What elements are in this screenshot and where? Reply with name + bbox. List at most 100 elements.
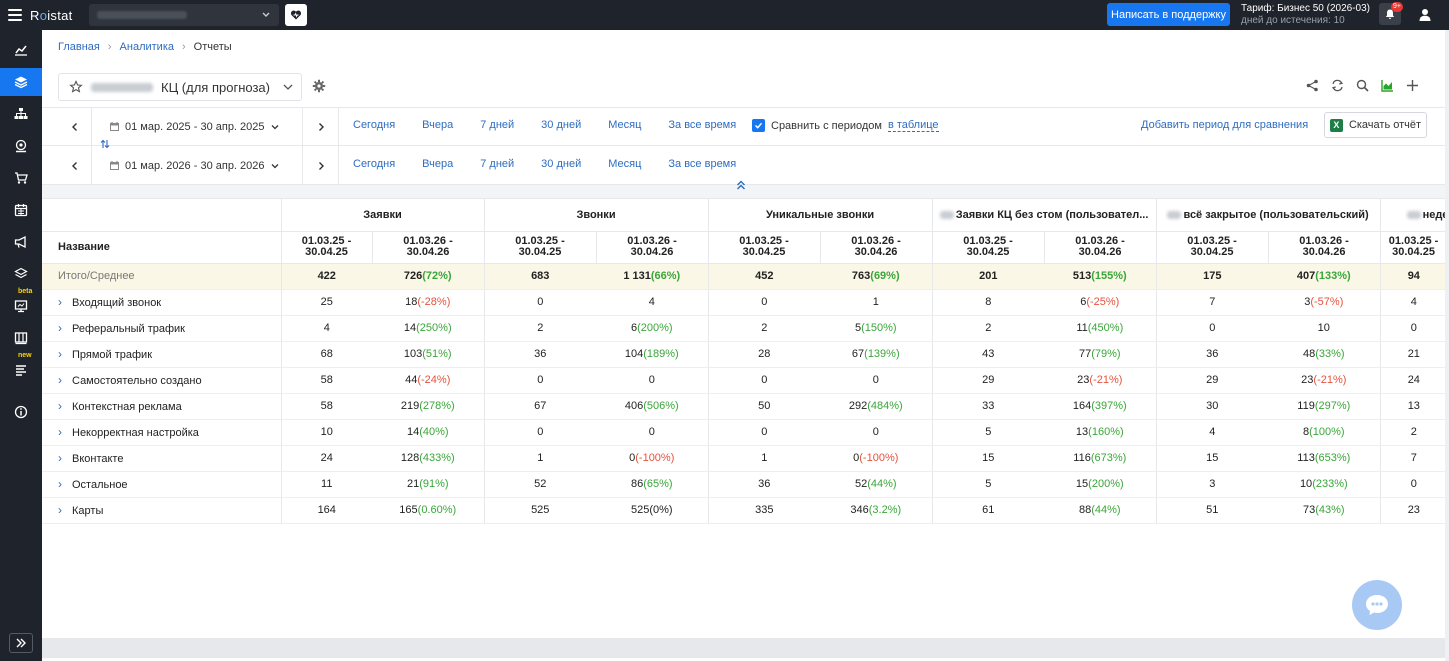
quick-range-month[interactable]: Месяц — [608, 119, 642, 131]
period-1-next-button[interactable] — [304, 107, 339, 146]
row-name-cell[interactable]: › Реферальный трафик — [42, 315, 282, 342]
table-row[interactable]: › Вконтакте 24 128(433%) 1 0(-100%) 1 0(-100%) 1… — [42, 445, 1445, 472]
swap-periods-icon[interactable] — [100, 139, 110, 149]
sidebar-item-beta-feature[interactable]: beta — [0, 288, 42, 320]
quick-range-all-time[interactable]: За все время — [668, 158, 737, 170]
tariff-info[interactable]: Тариф: Бизнес 50 (2026-03) дней до истеч… — [1241, 3, 1370, 27]
row-name-cell[interactable]: › Карты — [42, 497, 282, 524]
name-column-header[interactable]: Название — [42, 231, 282, 264]
period-column-header[interactable]: 01.03.25 - 30.04.25 — [1156, 231, 1269, 264]
download-report-button[interactable]: X Скачать отчёт — [1324, 112, 1427, 138]
row-name-cell[interactable]: › Входящий звонок — [42, 289, 282, 316]
report-settings-button[interactable] — [312, 79, 326, 96]
period-2-prev-button[interactable] — [58, 146, 92, 185]
expand-chevron-icon[interactable]: › — [58, 347, 62, 361]
chat-widget-button[interactable] — [1352, 580, 1402, 630]
collapse-filters-button[interactable] — [730, 176, 752, 194]
row-name-cell[interactable]: › Самостоятельно создано — [42, 367, 282, 394]
expand-chevron-icon[interactable]: › — [58, 321, 62, 335]
breadcrumb-analytics[interactable]: Аналитика — [119, 41, 174, 53]
compare-mode-link[interactable]: в таблице — [887, 119, 939, 132]
sidebar-item-calls[interactable] — [0, 132, 42, 160]
compare-period-toggle[interactable]: Сравнить с периодом в таблице — [752, 119, 939, 132]
report-selector[interactable]: КЦ (для прогноза) — [58, 73, 302, 101]
quick-range-7-days[interactable]: 7 дней — [480, 119, 515, 131]
table-row[interactable]: › Контекстная реклама 58 219(278%) 67 406(506… — [42, 393, 1445, 420]
period-1-date-picker[interactable]: 01 мар. 2025 - 30 апр. 2025 — [93, 107, 303, 146]
table-row[interactable]: › Некорректная настройка 10 14(40%) 0 0 0 0 5 13(… — [42, 419, 1445, 446]
menu-icon[interactable] — [8, 9, 22, 21]
table-row[interactable]: › Реферальный трафик 4 14(250%) 2 6(200%) 2 5(1… — [42, 315, 1445, 342]
star-icon[interactable] — [69, 80, 83, 94]
period-column-header[interactable]: 01.03.26 - 30.04.26 — [596, 231, 709, 264]
expand-chevron-icon[interactable]: › — [58, 477, 62, 491]
sidebar-item-dashboard[interactable] — [0, 36, 42, 64]
user-menu-button[interactable] — [1410, 3, 1440, 27]
expand-chevron-icon[interactable]: › — [58, 503, 62, 517]
table-row[interactable]: › Самостоятельно создано 58 44(-24%) 0 0 0 0 29 2… — [42, 367, 1445, 394]
table-row[interactable]: › Остальное 11 21(91%) 52 86(65%) 36 52(44%) 5 15… — [42, 471, 1445, 498]
period-column-header[interactable]: 01.03.25 - 30.04.25 — [484, 231, 597, 264]
plus-icon[interactable] — [1406, 79, 1419, 92]
sidebar-item-ecommerce[interactable] — [0, 164, 42, 192]
period-column-header[interactable]: 01.03.25 - 30.04.25 — [932, 231, 1045, 264]
period-1-prev-button[interactable] — [58, 107, 92, 146]
quick-range-30-days[interactable]: 30 дней — [541, 119, 582, 131]
expand-chevron-icon[interactable]: › — [58, 451, 62, 465]
period-column-header[interactable]: 01.03.26 - 30.04.26 — [1044, 231, 1157, 264]
quick-range-30-days[interactable]: 30 дней — [541, 158, 582, 170]
period-2-next-button[interactable] — [304, 146, 339, 185]
quick-range-all-time[interactable]: За все время — [668, 119, 737, 131]
quick-range-yesterday[interactable]: Вчера — [422, 119, 454, 131]
sidebar-item-board[interactable] — [0, 324, 42, 352]
breadcrumb-home[interactable]: Главная — [58, 41, 100, 53]
compare-checkbox[interactable] — [752, 119, 765, 132]
table-row[interactable]: › Карты 164 165(0.60%) 525 525(0%) 335 346(3.2%… — [42, 497, 1445, 524]
period-column-header[interactable]: 01.03.25 - 30.04.25 — [281, 231, 373, 264]
metric-header[interactable]: всё закрытое (пользовательский) — [1156, 199, 1381, 232]
project-selector[interactable] — [88, 4, 279, 26]
expand-chevron-icon[interactable]: › — [58, 425, 62, 439]
expand-chevron-icon[interactable]: › — [58, 295, 62, 309]
period-column-header[interactable]: 01.03.25 - 30.04.25 — [708, 231, 821, 264]
sidebar-item-marketing[interactable] — [0, 228, 42, 256]
expand-chevron-icon[interactable]: › — [58, 373, 62, 387]
add-period-link[interactable]: Добавить период для сравнения — [1141, 119, 1309, 131]
quick-range-today[interactable]: Сегодня — [353, 119, 396, 131]
row-name-cell[interactable]: › Прямой трафик — [42, 341, 282, 368]
expand-chevron-icon[interactable]: › — [58, 399, 62, 413]
share-icon[interactable] — [1306, 79, 1319, 92]
row-name-cell[interactable]: › Контекстная реклама — [42, 393, 282, 420]
sidebar-item-info[interactable] — [0, 398, 42, 426]
quick-range-yesterday[interactable]: Вчера — [422, 158, 454, 170]
quick-range-today[interactable]: Сегодня — [353, 158, 396, 170]
row-name-cell[interactable]: › Остальное — [42, 471, 282, 498]
table-row[interactable]: › Входящий звонок 25 18(-28%) 0 4 0 1 8 6(-25%) 7 3… — [42, 289, 1445, 316]
sidebar-item-new-feature[interactable]: new — [0, 352, 42, 384]
metric-header[interactable]: Уникальные звонки — [708, 199, 933, 232]
period-column-header[interactable]: 01.03.26 - 30.04.26 — [820, 231, 933, 264]
sidebar-item-calendar[interactable] — [0, 196, 42, 224]
table-row[interactable]: › Прямой трафик 68 103(51%) 36 104(189%) 28 67(… — [42, 341, 1445, 368]
sidebar-expand-button[interactable] — [9, 633, 33, 653]
metric-header[interactable]: Заявки КЦ без стом (пользовател... — [932, 199, 1157, 232]
chart-view-icon[interactable] — [1381, 79, 1394, 92]
sidebar-item-integrations[interactable] — [0, 260, 42, 288]
period-column-header[interactable]: 01.03.26 - 30.04.26 — [372, 231, 485, 264]
notifications-button[interactable]: 9+ — [1379, 2, 1403, 25]
metric-header[interactable]: Заявки — [281, 199, 485, 232]
period-2-date-picker[interactable]: 01 мар. 2026 - 30 апр. 2026 — [93, 146, 303, 185]
support-button[interactable]: Написать в поддержку — [1107, 3, 1230, 26]
refresh-icon[interactable] — [1331, 79, 1344, 92]
search-icon[interactable] — [1356, 79, 1369, 92]
row-name-cell[interactable]: › Вконтакте — [42, 445, 282, 472]
sidebar-item-structure[interactable] — [0, 100, 42, 128]
metric-header[interactable]: неде — [1380, 199, 1445, 232]
metric-header[interactable]: Звонки — [484, 199, 709, 232]
row-name-cell[interactable]: › Некорректная настройка — [42, 419, 282, 446]
period-column-header[interactable]: 01.03.26 - 30.04.26 — [1268, 231, 1381, 264]
quick-range-month[interactable]: Месяц — [608, 158, 642, 170]
app-logo[interactable]: Roistat — [30, 7, 73, 23]
horizontal-scrollbar[interactable] — [42, 638, 1445, 658]
favorites-button[interactable] — [284, 4, 307, 26]
